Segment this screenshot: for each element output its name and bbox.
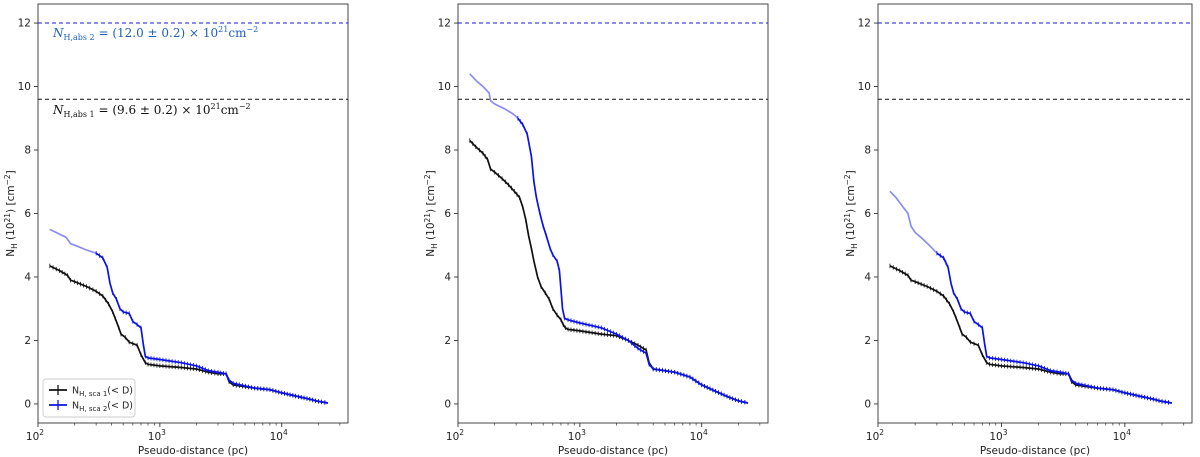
y-tick-label: 12 [438, 18, 451, 30]
y-tick-label: 6 [444, 208, 451, 220]
y-tick-label: 0 [444, 398, 451, 410]
y-tick-label: 8 [864, 145, 871, 157]
y-tick-label: 10 [18, 81, 31, 93]
chart-panel-3: 0 2 4 6 8 10 12 102 103 104 Pseudo-distance (pc) NH… [843, 3, 1193, 457]
y-tick-label: 2 [24, 335, 31, 347]
x-axis-label: Pseudo-distance (pc) [138, 445, 248, 457]
y-axis-label: NH (1021) [cm−2] [423, 170, 439, 257]
chart-panel-2: 0 2 4 6 8 10 12 102 103 104 Pseudo-distance (pc) NH… [423, 3, 769, 457]
y-tick-label: 12 [858, 18, 871, 30]
series-sca1-line [889, 265, 1172, 404]
y-tick-label: 6 [864, 208, 871, 220]
y-tick-label: 12 [18, 18, 31, 30]
series-sca2-faded-line [889, 190, 938, 254]
x-tick-label: 103 [148, 428, 166, 443]
y-axis-label: NH (1021) [cm−2] [3, 170, 19, 257]
x-axis-label: Pseudo-distance (pc) [980, 445, 1090, 457]
series-sca2-line [936, 252, 1172, 404]
y-tick-label: 0 [864, 398, 871, 410]
annotation-abs1: NH,abs 1 = (9.6 ± 0.2) × 1021cm−2 [52, 102, 251, 119]
plot-frame [877, 3, 1193, 424]
series-sca2-faded-line [469, 73, 519, 119]
chart-panel-1: 0 2 4 6 8 10 12 102 103 104 Pseudo-distance (pc) NH… [3, 3, 349, 457]
legend-label: NH, sca 1(< D) [72, 386, 133, 399]
y-tick-label: 4 [864, 271, 871, 283]
x-tick-label: 102 [26, 428, 44, 443]
legend-box [42, 378, 136, 418]
x-tick-label: 104 [270, 428, 288, 443]
y-tick-label: 2 [864, 335, 871, 347]
plot-frame [457, 3, 769, 424]
series-sca2-faded-line [49, 228, 97, 255]
y-tick-label: 4 [24, 271, 31, 283]
x-tick-label: 104 [1113, 428, 1131, 443]
legend-label: NH, sca 2(< D) [72, 401, 133, 414]
y-axis-label: NH (1021) [cm−2] [843, 170, 859, 257]
y-tick-label: 8 [444, 145, 451, 157]
x-tick-label: 103 [568, 428, 586, 443]
y-tick-label: 10 [438, 81, 451, 93]
y-tick-label: 2 [444, 335, 451, 347]
y-tick-label: 8 [24, 145, 31, 157]
y-tick-label: 6 [24, 208, 31, 220]
y-tick-label: 10 [858, 81, 871, 93]
y-tick-label: 4 [444, 271, 451, 283]
x-axis-label: Pseudo-distance (pc) [558, 445, 668, 457]
annotation-abs2: NH,abs 2 = (12.0 ± 0.2) × 1021cm−2 [52, 25, 258, 42]
x-tick-label: 102 [866, 428, 884, 443]
x-tick-label: 102 [446, 428, 464, 443]
plot-frame [37, 3, 349, 424]
series-sca1-line [469, 139, 749, 404]
x-tick-label: 104 [690, 428, 708, 443]
x-tick-label: 103 [989, 428, 1007, 443]
series-sca2-line [517, 117, 749, 404]
legend: NH, sca 1(< D) NH, sca 2(< D) [42, 378, 136, 418]
y-tick-label: 0 [24, 398, 31, 410]
